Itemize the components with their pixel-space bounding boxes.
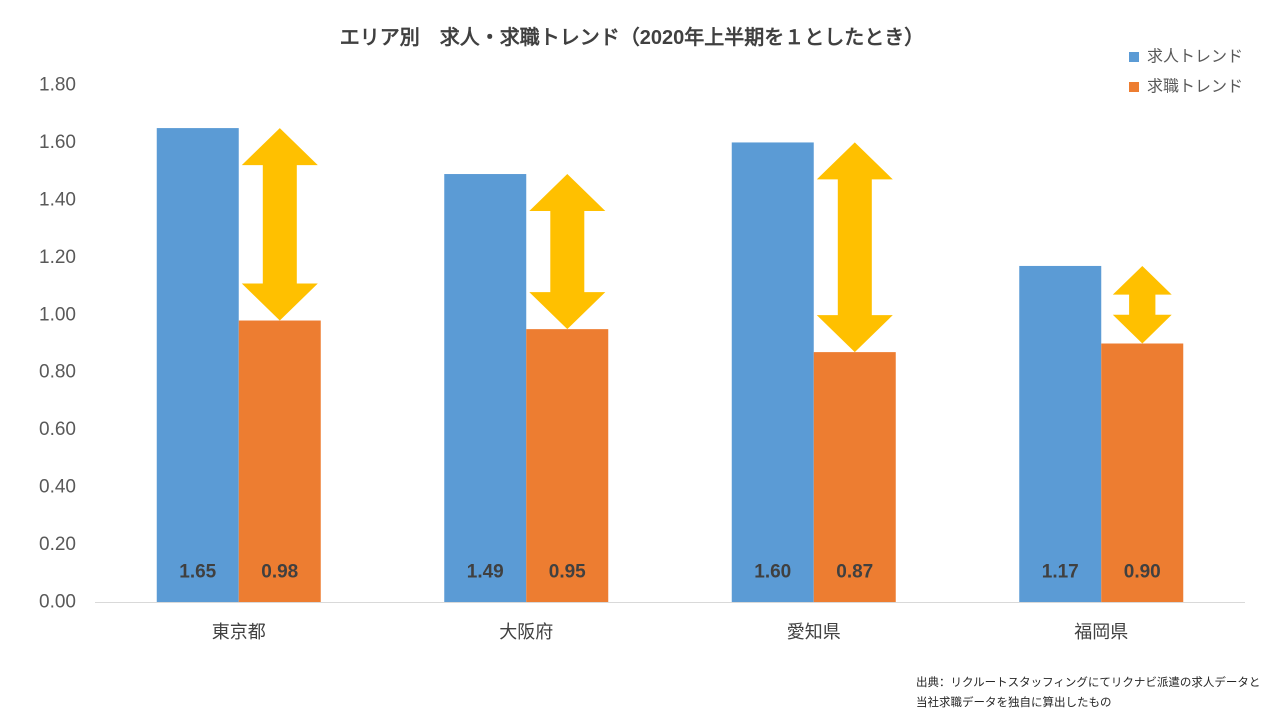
- y-tick-label-1-20: 1.20: [39, 247, 76, 268]
- data-label-job-seekers-tokyo: 0.98: [261, 562, 298, 583]
- y-tick-label-1-40: 1.40: [39, 189, 76, 210]
- x-tick-label-fukuoka: 福岡県: [1074, 622, 1128, 642]
- source-note-line-1: 出典：リクルートスタッフィングにてリクナビ派遣の求人データと: [916, 675, 1260, 689]
- bar-job-openings-osaka: [444, 174, 527, 603]
- gap-arrow-fukuoka: [1112, 266, 1172, 344]
- gap-arrow-tokyo: [241, 128, 318, 321]
- bar-job-openings-fukuoka: [1019, 265, 1102, 602]
- legend-label-job-seekers: 求職トレンド: [1147, 78, 1243, 96]
- data-label-job-seekers-osaka: 0.95: [549, 562, 586, 583]
- bar-job-seekers-osaka: [526, 329, 609, 602]
- bars: [156, 128, 1184, 603]
- gap-arrow-aichi: [816, 142, 893, 353]
- y-tick-label-0-20: 0.20: [39, 534, 76, 555]
- x-tick-label-tokyo: 東京都: [212, 622, 266, 642]
- bar-job-seekers-fukuoka: [1101, 343, 1184, 602]
- bar-job-seekers-tokyo: [238, 320, 321, 602]
- legend-label-job-openings: 求人トレンド: [1147, 48, 1243, 66]
- legend: 求人トレンド 求職トレンド: [1129, 48, 1243, 96]
- data-label-job-seekers-aichi: 0.87: [836, 562, 873, 583]
- y-tick-label-0-00: 0.00: [39, 592, 76, 613]
- data-label-job-openings-fukuoka: 1.17: [1042, 562, 1079, 583]
- gap-arrows: [241, 128, 1172, 353]
- chart-title: エリア別 求人・求職トレンド（2020年上半期を１としたとき）: [340, 25, 925, 49]
- legend-swatch-job-openings: [1129, 52, 1139, 62]
- source-note-line-2: 当社求職データを独自に算出したもの: [916, 695, 1112, 709]
- x-axis-category-labels: 東京都 大阪府 愛知県 福岡県: [212, 622, 1129, 642]
- bar-job-openings-aichi: [731, 142, 814, 602]
- y-tick-label-1-60: 1.60: [39, 132, 76, 153]
- y-tick-label-0-40: 0.40: [39, 477, 76, 498]
- bar-job-openings-tokyo: [156, 128, 239, 603]
- x-tick-label-aichi: 愛知県: [787, 622, 841, 642]
- y-tick-label-1-00: 1.00: [39, 304, 76, 325]
- y-tick-label-1-80: 1.80: [39, 75, 76, 96]
- data-label-job-openings-tokyo: 1.65: [179, 562, 216, 583]
- y-tick-label-0-60: 0.60: [39, 419, 76, 440]
- data-label-job-openings-aichi: 1.60: [754, 562, 791, 583]
- y-axis-tick-labels: 0.00 0.20 0.40 0.60 0.80 1.00 1.20 1.40 1.60 1.80: [39, 75, 76, 613]
- data-label-job-seekers-fukuoka: 0.90: [1124, 562, 1161, 583]
- bar-job-seekers-aichi: [813, 352, 896, 602]
- data-label-job-openings-osaka: 1.49: [467, 562, 504, 583]
- x-tick-label-osaka: 大阪府: [499, 622, 553, 642]
- y-tick-label-0-80: 0.80: [39, 362, 76, 383]
- legend-swatch-job-seekers: [1129, 82, 1139, 92]
- source-note: 出典：リクルートスタッフィングにてリクナビ派遣の求人データと 当社求職データを独…: [916, 675, 1260, 709]
- data-labels: 1.65 1.49 1.60 1.17 0.98 0.95 0.87 0.90: [179, 562, 1160, 583]
- gap-arrow-osaka: [529, 174, 606, 330]
